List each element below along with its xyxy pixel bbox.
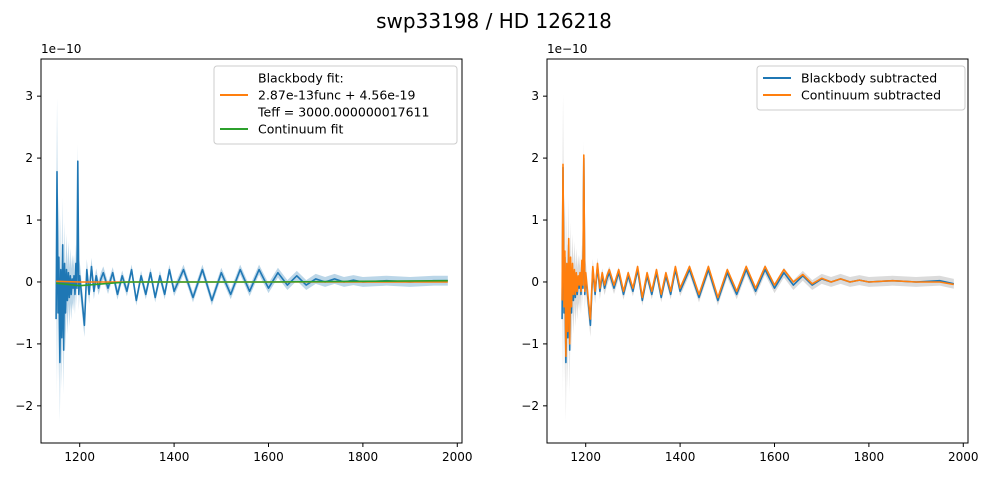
x-tick-label: 1400 [159,450,190,464]
x-tick-label: 1800 [854,450,885,464]
x-tick-label: 1800 [348,450,379,464]
axes-frame [40,58,463,444]
x-tick-label: 1200 [570,450,601,464]
legend-entry: Teff = 3000.000000017611 [257,105,429,120]
y-offset-text: 1e−10 [41,42,81,56]
y-tick-label: 1 [531,213,539,227]
y-tick-label: 0 [25,275,33,289]
y-tick-label: 2 [531,151,539,165]
y-tick-label: 3 [25,89,33,103]
x-tick-label: 2000 [442,450,473,464]
y-tick-label: 3 [531,89,539,103]
y-tick-label: −1 [521,337,539,351]
y-offset-text: 1e−10 [547,42,587,56]
legend-box [756,65,966,111]
series-line-0 [55,160,448,364]
x-tick-label: 2000 [948,450,979,464]
legend-entry: Blackbody subtracted [801,71,937,86]
y-tick-label: −1 [15,337,33,351]
figure-suptitle: swp33198 / HD 126218 [376,9,612,33]
legend-entry: 2.87e-13func + 4.56e-19 [258,88,415,103]
uncertainty-band [562,93,954,422]
legend: Blackbody fit: 2.87e-13func + 4.56e-19 Tef… [213,65,458,145]
y-tick-label: 0 [531,275,539,289]
legend-entry: Blackbody fit: [258,71,344,86]
x-tick-label: 1600 [759,450,790,464]
x-tick-label: 1400 [665,450,696,464]
axes-frame [546,58,969,444]
x-tick-label: 1600 [253,450,284,464]
series-line-2 [56,279,448,287]
y-tick-label: 1 [25,213,33,227]
series-line-0 [561,157,954,364]
x-tick-label: 1200 [64,450,95,464]
legend: Blackbody subtracted Continuum subtracted [756,65,966,111]
legend-box [213,65,458,145]
series-line-1 [561,154,954,358]
y-tick-label: 2 [25,151,33,165]
y-tick-label: −2 [521,399,539,413]
chart-left: 1200 1400 1600 1800 2000 −2 −1 0 1 2 3 1e−10 Blackbo… [15,42,472,464]
legend-entry: Continuum fit [258,122,343,137]
y-tick-label: −2 [15,399,33,413]
chart-right: 1200 1400 1600 1800 2000 −2 −1 0 1 2 3 1e−10 Blackbo… [521,42,978,464]
legend-entry: Continuum subtracted [801,88,941,103]
uncertainty-band [56,98,448,422]
